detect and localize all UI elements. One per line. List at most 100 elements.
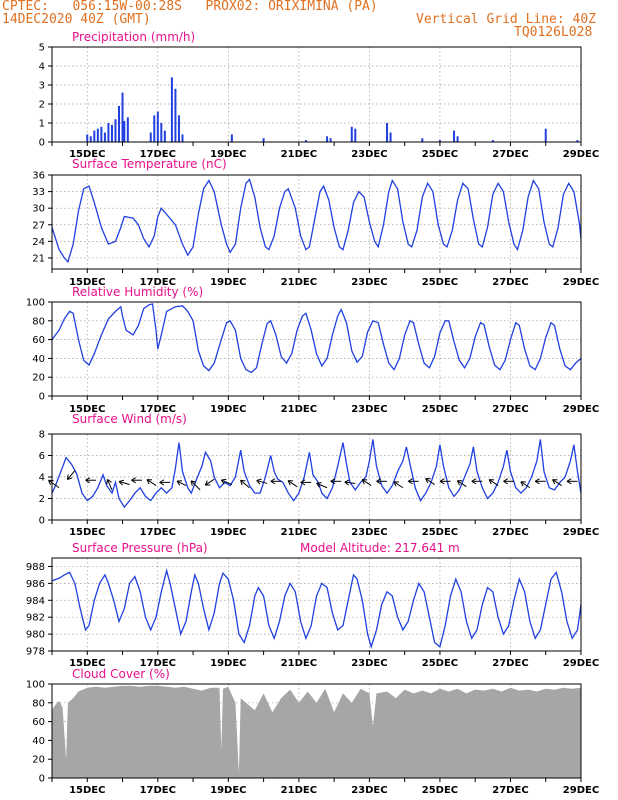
wind-vector-head [330, 478, 336, 485]
wind-vector-head [85, 477, 91, 484]
precip-bar [96, 128, 99, 142]
wind-vector-head [270, 478, 276, 485]
x-tick-label: 27DEC [492, 527, 528, 538]
precip-bar [121, 92, 124, 142]
precip-bar [230, 134, 233, 142]
x-tick-label: 27DEC [492, 658, 528, 669]
plot-frame [51, 301, 582, 397]
y-tick-label: 5 [39, 43, 45, 54]
y-tick-label: 980 [26, 630, 45, 641]
wind-vector [488, 479, 499, 487]
wind-vector-head [190, 480, 197, 486]
x-tick-label: 29DEC [563, 404, 599, 415]
wind-vector-head [393, 481, 399, 487]
plot-frame [51, 174, 582, 270]
wind-vector-head [146, 479, 153, 485]
precip-bar [326, 136, 329, 142]
precip-bar [456, 136, 459, 142]
plot-frame [51, 557, 582, 652]
y-tick-label: 33 [32, 187, 45, 198]
cloud-cover-area [52, 685, 581, 778]
header-date: 14DEC2020 40Z (GMT) [2, 12, 151, 27]
wind-vector-head [300, 479, 306, 486]
x-tick-label: 23DEC [351, 149, 387, 160]
precip-bar [576, 140, 579, 142]
chart-title: Surface Wind (m/s) [72, 412, 187, 426]
x-tick-label: 19DEC [210, 658, 246, 669]
wind-vector-head [287, 480, 294, 486]
wind-vector [552, 479, 562, 487]
wind-vector-head [176, 480, 183, 486]
precip-bar [103, 132, 106, 142]
wind-vector [361, 479, 372, 487]
plot-frame [51, 46, 582, 143]
precip-bar [386, 123, 389, 142]
series-line [51, 303, 582, 374]
y-tick-label: 4 [39, 473, 45, 484]
wind-vector-head [408, 478, 413, 485]
y-tick-label: 30 [32, 204, 45, 215]
wind-vector [425, 478, 435, 485]
y-tick-label: 20 [32, 755, 45, 766]
precip-bar [544, 128, 547, 142]
wind-vector [457, 480, 467, 488]
x-tick-label: 19DEC [210, 785, 246, 796]
y-tick-label: 978 [26, 647, 45, 658]
y-tick-label: 0 [39, 516, 45, 527]
chart-title: Precipitation (mm/h) [72, 30, 195, 44]
wind-vector-head [456, 480, 463, 486]
y-tick-label: 982 [26, 613, 45, 624]
wind-vector [146, 479, 157, 487]
wind-vector [106, 479, 113, 491]
x-tick-label: 15DEC [69, 277, 105, 288]
wind-vector-head [439, 478, 445, 485]
y-tick-label: 21 [32, 253, 45, 264]
wind-vector-head [256, 478, 262, 485]
precip-bar [93, 130, 96, 142]
x-tick-label: 23DEC [351, 277, 387, 288]
y-tick-label: 80 [32, 698, 45, 709]
precip-bar [123, 121, 126, 142]
x-tick-label: 25DEC [422, 527, 458, 538]
precip-bar [389, 132, 392, 142]
y-tick-label: 1 [39, 119, 45, 130]
precip-bar [126, 117, 129, 142]
x-tick-label: 23DEC [351, 658, 387, 669]
chart-title: Surface Pressure (hPa) [72, 541, 208, 555]
x-tick-label: 15DEC [69, 785, 105, 796]
x-tick-label: 21DEC [281, 527, 317, 538]
chart-title: Surface Temperature (nC) [72, 157, 227, 171]
precip-bar [438, 140, 441, 142]
x-tick-label: 27DEC [492, 785, 528, 796]
precip-bar [110, 124, 113, 142]
y-tick-label: 40 [32, 736, 45, 747]
wind-vector-head [48, 479, 54, 486]
precip-bar [163, 130, 166, 142]
precip-bar [149, 132, 152, 142]
x-tick-label: 21DEC [281, 404, 317, 415]
wind-vector-head [66, 474, 73, 481]
wind-vector-head [566, 478, 572, 485]
precip-bar [453, 130, 456, 142]
wind-vector [48, 479, 60, 489]
y-tick-label: 100 [26, 298, 45, 309]
x-tick-label: 29DEC [563, 149, 599, 160]
wind-vector-head [204, 480, 211, 486]
precip-bar [329, 138, 332, 142]
series-line [51, 568, 582, 650]
wind-vector-head [240, 479, 246, 486]
header-line-1: CPTEC: 056:15W-00:28S PROX02: ORIXIMINA … [2, 0, 378, 14]
x-tick-label: 19DEC [210, 527, 246, 538]
precip-bar [174, 88, 177, 142]
precip-bar [421, 138, 424, 142]
y-tick-label: 0 [39, 774, 45, 785]
x-tick-label: 25DEC [422, 404, 458, 415]
precip-bar [86, 134, 89, 142]
precip-bar [491, 140, 494, 142]
x-tick-label: 25DEC [422, 785, 458, 796]
precip-bar [354, 128, 357, 142]
y-tick-label: 100 [26, 680, 45, 691]
wind-vector-head [488, 479, 495, 485]
chart-note: Model Altitude: 217.641 m [300, 541, 460, 555]
header-code: TQ0126L028 [514, 25, 593, 40]
